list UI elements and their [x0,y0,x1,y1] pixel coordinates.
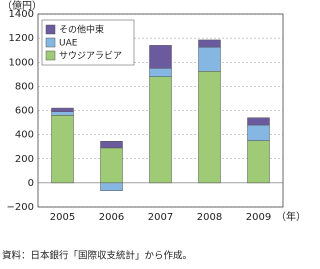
bar-segment [247,140,270,184]
bar-segment [149,45,172,69]
legend-label: UAE [59,39,78,49]
source-note: 資料：日本銀行「国際収支統計」から作成。 [2,250,192,262]
bar-segment [149,76,172,184]
legend-swatch [45,24,56,35]
y-tick-label: 0 [28,178,34,189]
bar-segment [100,182,123,191]
y-tick-label: 600 [15,106,34,117]
bar-segment [149,68,172,77]
x-tick-label: 2006 [99,212,124,223]
x-tick-label: 2008 [197,212,222,223]
legend-box [41,19,135,66]
y-tick-label: 200 [15,154,34,165]
bar-segment [247,117,270,126]
y-tick-label: 800 [15,81,34,92]
bar-segment [198,71,221,184]
legend-label: その他中東 [59,24,104,36]
y-tick-label: 400 [15,130,34,141]
legend-label: サウジアラビア [59,51,122,62]
legend-swatch [45,37,56,48]
bar-segment [247,124,270,141]
bar-segment [100,141,123,149]
y-tick-label: 1400 [9,9,34,20]
bar-segment [51,111,74,116]
x-tick-label: 2005 [50,212,75,223]
x-unit-label: （年） [276,210,306,223]
bar-segment [51,115,74,184]
x-tick-label: 2007 [148,212,173,223]
bar-segment [51,107,74,112]
legend-swatch [45,50,56,61]
bar-segment [198,46,221,72]
bar-segment [198,39,221,48]
chart: （億円） （年） 資料：日本銀行「国際収支統計」から作成。 −200 0 200 40… [2,0,306,262]
y-tick-label: 1200 [9,33,34,44]
y-unit-label: （億円） [2,0,42,12]
y-tick-label: −200 [7,202,34,213]
x-tick-label: 2009 [246,212,271,223]
plot-frame [37,13,284,208]
y-tick-label: 1000 [9,57,34,68]
bar-segment [100,147,123,184]
